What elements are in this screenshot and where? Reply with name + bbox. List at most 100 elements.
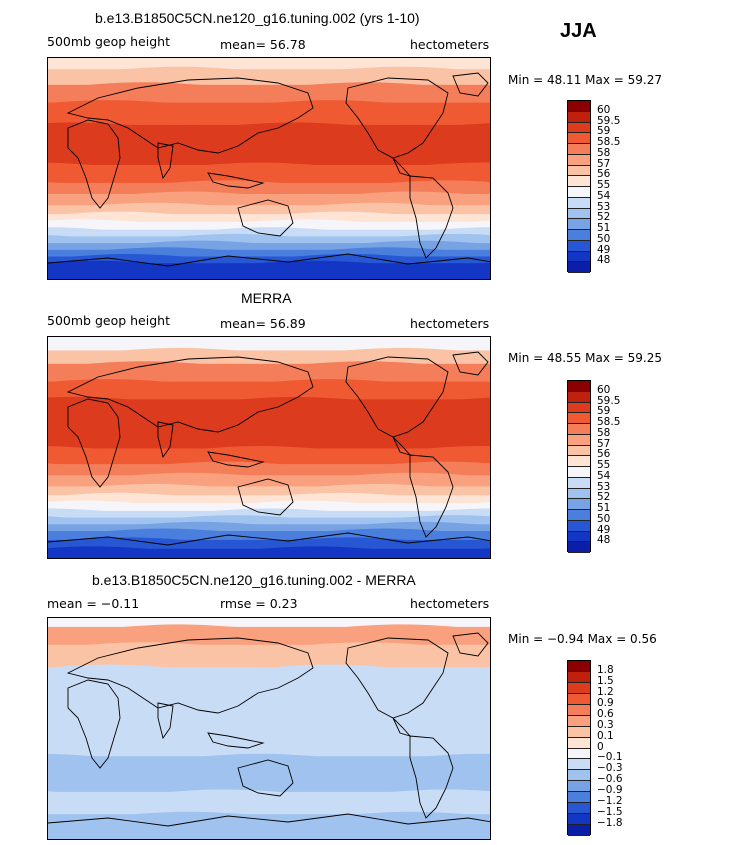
colorbar-label: 58.5 — [597, 136, 621, 148]
map-band-edge — [48, 191, 490, 199]
map-band-edge — [48, 515, 490, 522]
colorbar-swatch — [568, 262, 590, 273]
colorbar-label: 51 — [597, 502, 611, 514]
colorbar-label: 50 — [597, 512, 611, 525]
map-band — [48, 791, 490, 815]
colorbar-swatch — [568, 381, 590, 392]
coastline — [207, 732, 265, 749]
map-band — [48, 182, 490, 195]
colorbar-swatch — [568, 770, 590, 782]
map-band — [48, 464, 490, 476]
colorbar-label: 59.5 — [597, 114, 621, 127]
panel3-units: hectometers — [410, 596, 490, 611]
colorbar-swatch — [568, 434, 590, 446]
coastline — [67, 679, 121, 769]
coastline — [48, 532, 490, 546]
coastline — [452, 632, 489, 657]
colorbar-swatch — [568, 424, 590, 435]
colorbar-label: −0.3 — [597, 762, 623, 775]
map-band-edge — [48, 446, 490, 453]
colorbar-swatch — [568, 111, 590, 123]
map-band-edge — [48, 379, 490, 386]
colorbar-label: −1.8 — [597, 817, 623, 830]
map-band-edge — [48, 537, 490, 544]
map-band — [48, 69, 490, 86]
colorbar-swatch — [568, 154, 590, 166]
panel1-map — [47, 57, 491, 280]
colorbar-swatch — [568, 704, 590, 716]
colorbar-swatch — [568, 122, 590, 134]
map-band-edge — [48, 492, 490, 500]
map-band-edge — [48, 528, 490, 536]
colorbar-label: −0.1 — [597, 751, 623, 764]
map-band — [48, 539, 490, 550]
panel3-mean: mean = −0.11 — [47, 596, 140, 611]
colorbar-label: −1.5 — [597, 806, 623, 819]
map-band-edge — [48, 682, 490, 689]
panel1-title: b.e13.B1850C5CN.ne120_g16.tuning.002 (yr… — [95, 10, 420, 26]
map-band-edge — [48, 396, 490, 404]
colorbar-swatch — [568, 715, 590, 727]
colorbar-swatch — [568, 445, 590, 457]
map-band — [48, 548, 490, 558]
panel1-variable: 500mb geop height — [47, 34, 170, 49]
panel1-units: hectometers — [410, 37, 490, 52]
colorbar-swatch — [568, 682, 590, 694]
coastline — [48, 253, 490, 267]
map-band — [48, 214, 490, 223]
colorbar-swatch — [568, 456, 590, 467]
panel1-colorbar — [567, 100, 591, 273]
colorbar-swatch — [568, 488, 590, 500]
colorbar-label: −0.6 — [597, 773, 623, 786]
coastline — [452, 72, 489, 97]
colorbar-swatch — [568, 165, 590, 177]
colorbar-label: 58 — [597, 426, 611, 439]
map-band — [48, 644, 490, 668]
colorbar-swatch — [568, 467, 590, 478]
panel1-mean: mean= 56.78 — [220, 37, 306, 52]
map-band — [48, 58, 490, 70]
map-band-edge — [48, 546, 490, 553]
map-band — [48, 503, 490, 512]
panel3-rmse: rmse = 0.23 — [220, 596, 298, 611]
map-band-edge — [48, 624, 490, 631]
colorbar-label: 51 — [597, 222, 611, 234]
colorbar-swatch — [568, 144, 590, 155]
coastline — [207, 451, 265, 468]
map-band-edge — [48, 219, 490, 226]
coastline — [157, 702, 174, 740]
colorbar-label: 53 — [597, 200, 611, 213]
coastline — [409, 175, 454, 259]
coastline — [345, 637, 449, 719]
colorbar-label: 1.5 — [597, 674, 614, 687]
colorbar-label: 57 — [597, 157, 611, 170]
colorbar-swatch — [568, 759, 590, 771]
colorbar-label: 54 — [597, 469, 611, 482]
panel3-colorbar — [567, 660, 591, 836]
coastline — [237, 759, 294, 797]
colorbar-swatch — [568, 499, 590, 510]
coastline — [157, 142, 174, 180]
map-band — [48, 221, 490, 231]
map-band-edge — [48, 211, 490, 219]
colorbar-swatch — [568, 803, 590, 815]
coastline — [237, 478, 294, 516]
map-band — [48, 399, 490, 450]
colorbar-swatch — [568, 542, 590, 553]
map-band-edge — [48, 789, 490, 796]
colorbar-label: 0.1 — [597, 729, 614, 742]
colorbar-label: 49 — [597, 243, 611, 256]
colorbar-label: 56 — [597, 168, 611, 181]
colorbar-label: 1.8 — [597, 663, 614, 676]
coastline — [345, 356, 449, 438]
map-band-edge — [48, 233, 490, 241]
colorbar-swatch — [568, 133, 590, 144]
colorbar-swatch — [568, 510, 590, 521]
colorbar-label: 0.3 — [597, 718, 614, 731]
map-band-edge — [48, 247, 490, 254]
colorbar-label: 1.2 — [597, 685, 614, 698]
colorbar-swatch — [568, 230, 590, 241]
season-label: JJA — [560, 20, 597, 42]
map-band-edge — [48, 642, 490, 649]
map-band — [48, 814, 490, 839]
